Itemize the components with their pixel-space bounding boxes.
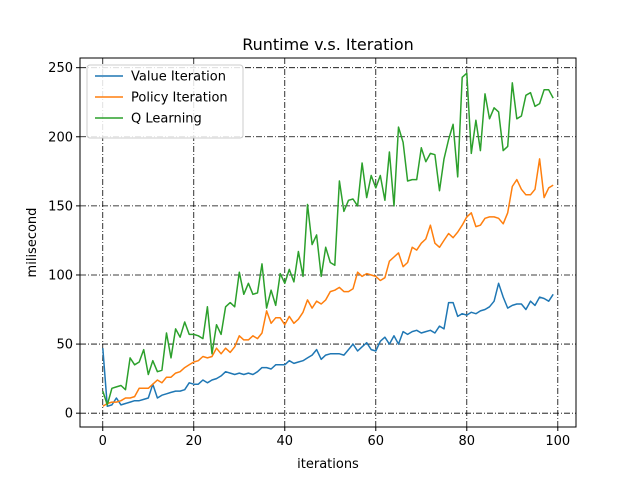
y-tick-label: 250 [48, 61, 73, 76]
x-tick-label: 80 [459, 434, 476, 449]
series-lines [102, 72, 554, 408]
x-axis-label: iterations [297, 457, 359, 472]
series-line-1 [102, 158, 554, 407]
x-tick-label: 20 [185, 434, 202, 449]
x-tick-label: 40 [276, 434, 293, 449]
y-tick-label: 0 [65, 407, 73, 422]
legend: Value Iteration Policy Iteration Q Learnin… [86, 64, 244, 139]
x-tick-label: 60 [368, 434, 385, 449]
chart-title: Runtime v.s. Iteration [242, 35, 414, 54]
legend-entry: Q Learning [131, 112, 202, 127]
x-tick-label: 0 [99, 434, 107, 449]
y-tick-label: 50 [56, 338, 73, 353]
y-axis-label: milisecond [25, 208, 40, 278]
legend-box [86, 64, 244, 139]
y-tick-label: 200 [48, 130, 73, 145]
plot-frame [79, 57, 577, 428]
series-line-2 [102, 72, 554, 406]
axis-ticks: 0 20 40 60 80 100 0 50 100 150 200 250 [48, 61, 570, 449]
grid [80, 58, 576, 427]
y-tick-label: 100 [48, 268, 73, 283]
legend-entry: Policy Iteration [131, 91, 228, 106]
x-tick-label: 100 [545, 434, 570, 449]
legend-entry: Value Iteration [131, 70, 226, 85]
y-tick-label: 150 [48, 199, 73, 214]
series-line-0 [102, 282, 554, 408]
